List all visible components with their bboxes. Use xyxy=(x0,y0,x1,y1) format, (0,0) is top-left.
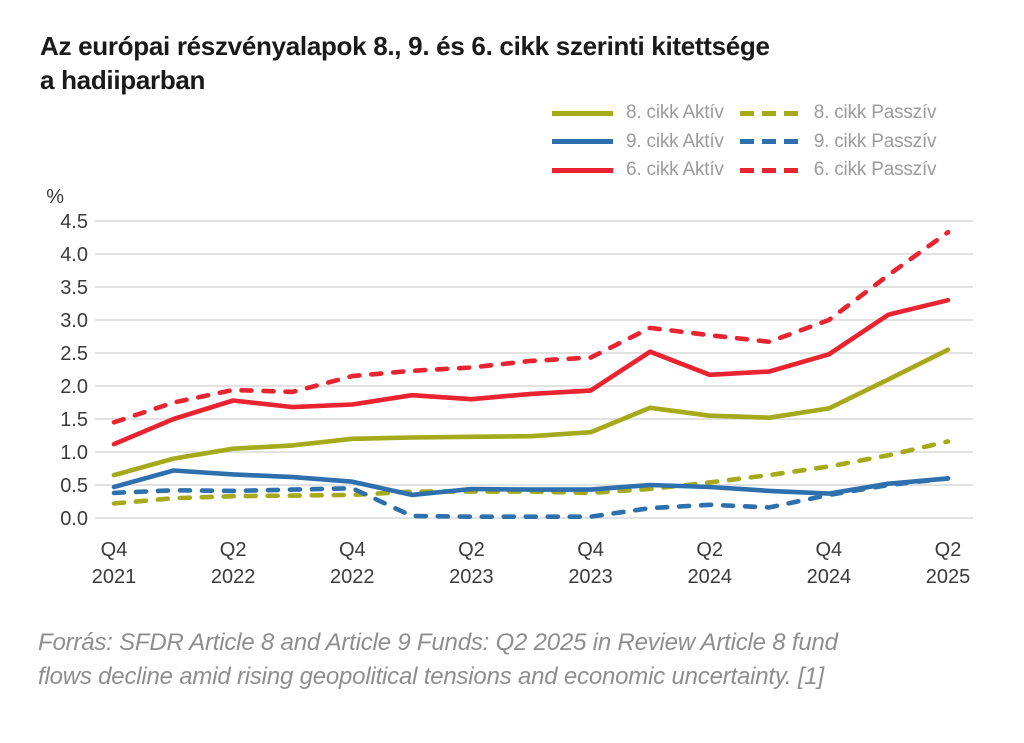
svg-text:%: % xyxy=(46,186,64,208)
legend-label: 8. cikk Passzív xyxy=(813,102,937,124)
legend-line-sample xyxy=(552,167,613,173)
svg-text:Q2: Q2 xyxy=(935,539,962,561)
legend-line-sample xyxy=(739,110,801,116)
legend-item-8-cikk-aktiv: 8. cikk Aktív xyxy=(552,99,724,128)
legend-label: 9. cikk Aktív xyxy=(626,130,724,152)
legend-line-sample xyxy=(552,139,613,145)
legend-item-9-cikk-passziv: 9. cikk Passzív xyxy=(739,128,937,157)
svg-text:2022: 2022 xyxy=(330,566,375,588)
svg-text:2024: 2024 xyxy=(687,566,732,588)
svg-text:2021: 2021 xyxy=(92,566,137,588)
legend-label: 8. cikk Aktív xyxy=(626,102,724,124)
legend-label: 6. cikk Aktív xyxy=(626,159,724,181)
svg-text:3.0: 3.0 xyxy=(60,310,88,332)
source-note: Forrás: SFDR Article 8 and Article 9 Fun… xyxy=(38,629,838,691)
legend-label: 9. cikk Passzív xyxy=(813,130,937,152)
svg-text:2022: 2022 xyxy=(211,566,256,588)
legend-item-6-cikk-passziv: 6. cikk Passzív xyxy=(739,156,937,185)
svg-text:0.5: 0.5 xyxy=(60,475,88,497)
svg-text:3.5: 3.5 xyxy=(60,277,88,299)
svg-text:0.0: 0.0 xyxy=(60,508,88,530)
svg-text:2024: 2024 xyxy=(807,566,852,588)
legend-item-9-cikk-aktiv: 9. cikk Aktív xyxy=(552,128,724,157)
legend-line-sample xyxy=(552,110,613,116)
svg-text:2.0: 2.0 xyxy=(60,376,88,398)
legend-item-6-cikk-aktiv: 6. cikk Aktív xyxy=(552,156,724,185)
svg-text:2.5: 2.5 xyxy=(60,343,88,365)
svg-text:2025: 2025 xyxy=(926,566,971,588)
svg-text:Q2: Q2 xyxy=(696,539,723,561)
svg-text:1.5: 1.5 xyxy=(60,409,88,431)
svg-text:4.0: 4.0 xyxy=(60,244,88,266)
legend-item-8-cikk-passziv: 8. cikk Passzív xyxy=(739,99,937,128)
svg-text:Q4: Q4 xyxy=(816,539,843,561)
svg-text:Q2: Q2 xyxy=(220,539,247,561)
svg-text:1.0: 1.0 xyxy=(60,442,88,464)
svg-text:Q4: Q4 xyxy=(339,539,366,561)
svg-text:4.5: 4.5 xyxy=(60,211,88,233)
legend-line-sample xyxy=(739,167,801,173)
svg-text:Q4: Q4 xyxy=(101,539,128,561)
chart-title: Az európai részvényalapok 8., 9. és 6. c… xyxy=(40,31,770,95)
svg-text:2023: 2023 xyxy=(449,566,494,588)
svg-text:Q2: Q2 xyxy=(458,539,485,561)
svg-text:Q4: Q4 xyxy=(577,539,604,561)
svg-text:2023: 2023 xyxy=(568,566,613,588)
legend-line-sample xyxy=(739,139,801,145)
legend-label: 6. cikk Passzív xyxy=(813,159,937,181)
chart-legend: 8. cikk Aktív 9. cikk Aktív 6. cikk Aktí… xyxy=(552,99,937,185)
